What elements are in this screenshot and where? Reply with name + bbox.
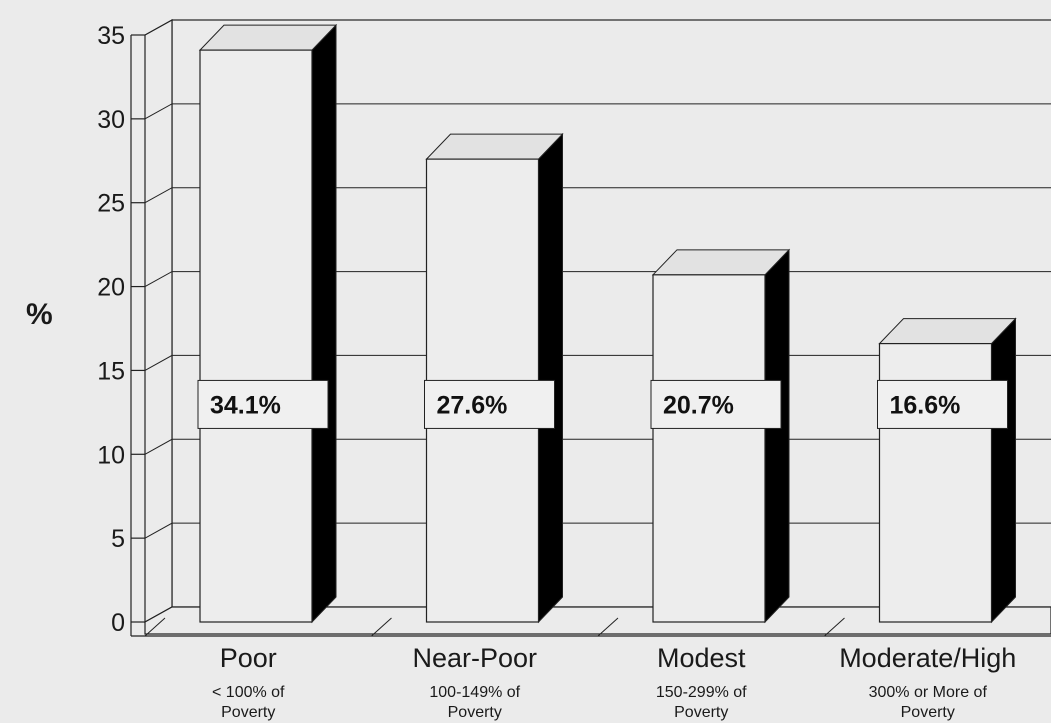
y-axis-ticks: 0 5 10 15 20 25 30 35 [97, 22, 145, 637]
category-sublabel: Poverty [674, 704, 728, 721]
bar-side [764, 248, 790, 624]
category-sublabel: 100-149% of [429, 684, 520, 701]
bar-side [538, 132, 563, 624]
data-label-box [197, 379, 329, 429]
category-label: Moderate/High [839, 643, 1016, 673]
floor-divider [597, 617, 619, 637]
floor-divider [144, 617, 166, 637]
bar-top [198, 24, 338, 51]
floor-divider [824, 617, 845, 637]
y-tick-label: 25 [97, 190, 125, 218]
floor-divider [371, 617, 392, 637]
y-tick-label: 30 [97, 106, 125, 134]
y-tick-label: 20 [97, 274, 125, 302]
bar-side [311, 23, 337, 624]
y-tick-label: 35 [97, 22, 125, 50]
category-sublabel: Poverty [448, 704, 502, 721]
data-label: 34.1% [210, 391, 281, 419]
bar [651, 248, 791, 624]
data-label: 27.6% [437, 391, 508, 419]
bar [425, 132, 564, 624]
bar-top [425, 133, 564, 160]
bar-top [878, 318, 1017, 345]
y-tick-label: 15 [97, 357, 125, 385]
data-labels: 34.1% 27.6% 20.7% 16.6% [197, 379, 1008, 429]
bars [198, 23, 1017, 624]
chart-floor [131, 606, 1051, 637]
bar-side [991, 317, 1016, 624]
floor-plane [144, 606, 1051, 635]
category-sublabel: 150-299% of [656, 684, 747, 701]
gridline [144, 187, 1051, 204]
y-tick-label: 5 [111, 525, 125, 553]
data-label-box [650, 379, 782, 429]
bar-front [652, 274, 766, 623]
category-label: Near-Poor [412, 643, 537, 673]
data-label: 20.7% [663, 391, 734, 419]
data-label-box [424, 379, 555, 429]
data-label: 16.6% [890, 391, 961, 419]
data-label-box [877, 379, 1008, 429]
bar [198, 23, 338, 624]
y-tick-label: 10 [97, 441, 125, 469]
category-label: Poor [220, 643, 277, 673]
bar-front [199, 49, 313, 623]
y-axis-label: % [26, 298, 53, 331]
bar-top [651, 249, 791, 276]
y-tick-label: 0 [111, 609, 125, 637]
category-label: Modest [657, 643, 746, 673]
category-sublabel: 300% or More of [869, 684, 988, 701]
category-sublabel: < 100% of [212, 684, 285, 701]
side-wall [144, 18, 173, 624]
category-sublabel: Poverty [901, 704, 955, 721]
gridline [144, 19, 1051, 36]
bar [878, 317, 1017, 624]
category-labels: Poor < 100% of Poverty Near-Poor 100-149% of… [212, 643, 1016, 721]
gridline [144, 103, 1051, 120]
category-sublabel: Poverty [221, 704, 275, 721]
